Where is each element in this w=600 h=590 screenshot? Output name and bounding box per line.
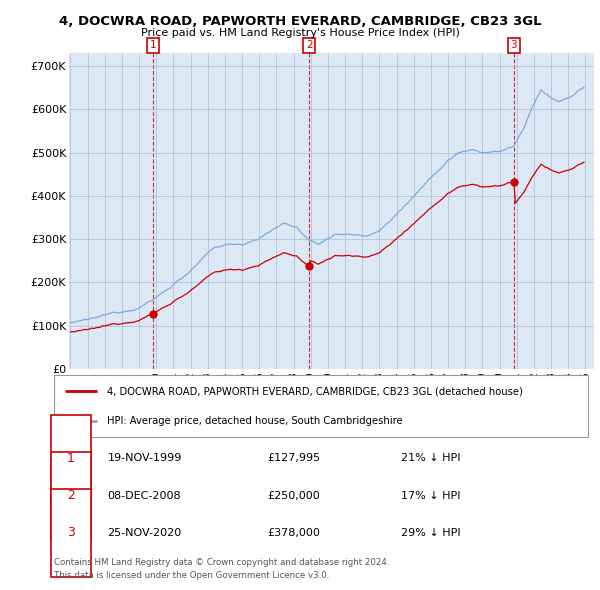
- Text: 29% ↓ HPI: 29% ↓ HPI: [401, 528, 461, 538]
- Text: HPI: Average price, detached house, South Cambridgeshire: HPI: Average price, detached house, Sout…: [107, 416, 403, 426]
- Text: 25-NOV-2020: 25-NOV-2020: [107, 528, 182, 538]
- FancyBboxPatch shape: [52, 415, 91, 502]
- Text: Price paid vs. HM Land Registry's House Price Index (HPI): Price paid vs. HM Land Registry's House …: [140, 28, 460, 38]
- Text: Contains HM Land Registry data © Crown copyright and database right 2024.: Contains HM Land Registry data © Crown c…: [54, 558, 389, 566]
- Text: 2: 2: [67, 489, 75, 502]
- Text: 17% ↓ HPI: 17% ↓ HPI: [401, 491, 461, 500]
- FancyBboxPatch shape: [52, 452, 91, 539]
- Text: 19-NOV-1999: 19-NOV-1999: [107, 453, 182, 463]
- Text: 3: 3: [67, 526, 75, 539]
- Text: £250,000: £250,000: [268, 491, 320, 500]
- Text: 21% ↓ HPI: 21% ↓ HPI: [401, 453, 461, 463]
- Text: 08-DEC-2008: 08-DEC-2008: [107, 491, 181, 500]
- FancyBboxPatch shape: [54, 375, 588, 437]
- Text: 4, DOCWRA ROAD, PAPWORTH EVERARD, CAMBRIDGE, CB23 3GL (detached house): 4, DOCWRA ROAD, PAPWORTH EVERARD, CAMBRI…: [107, 386, 523, 396]
- Text: 3: 3: [511, 40, 517, 50]
- Text: 1: 1: [150, 40, 157, 50]
- Text: 2: 2: [306, 40, 313, 50]
- FancyBboxPatch shape: [52, 489, 91, 576]
- Text: £127,995: £127,995: [268, 453, 321, 463]
- Text: £378,000: £378,000: [268, 528, 320, 538]
- Text: This data is licensed under the Open Government Licence v3.0.: This data is licensed under the Open Gov…: [54, 571, 329, 579]
- Text: 4, DOCWRA ROAD, PAPWORTH EVERARD, CAMBRIDGE, CB23 3GL: 4, DOCWRA ROAD, PAPWORTH EVERARD, CAMBRI…: [59, 15, 541, 28]
- Text: 1: 1: [67, 452, 75, 465]
